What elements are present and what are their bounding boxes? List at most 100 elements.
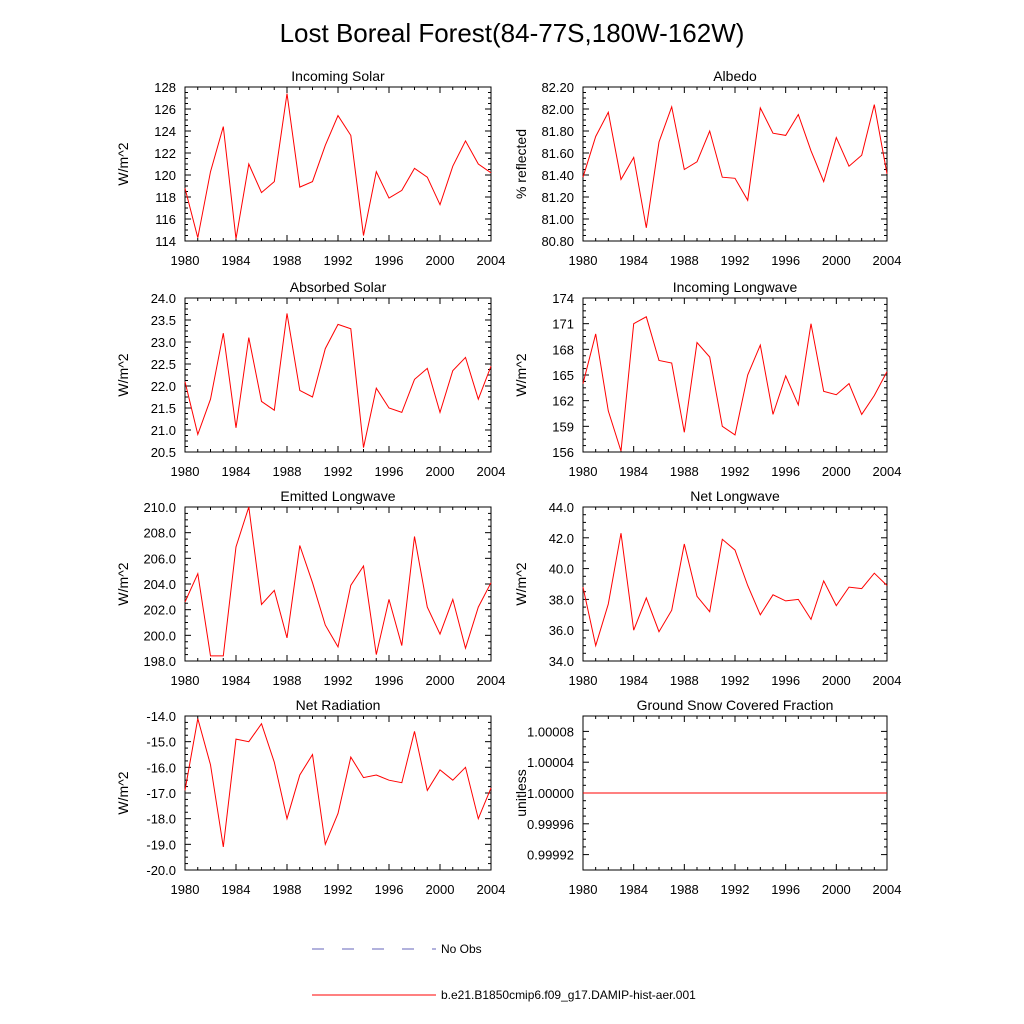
y-tick-label: -18.0 — [146, 812, 176, 827]
y-tick-label: 200.0 — [143, 628, 176, 643]
y-tick-label: 23.0 — [151, 335, 176, 350]
x-tick-label: 1980 — [171, 882, 200, 897]
y-axis-label: unitless — [513, 769, 529, 816]
y-tick-label: 82.20 — [541, 80, 574, 95]
y-tick-label: 204.0 — [143, 577, 176, 592]
y-axis-label: W/m^2 — [513, 353, 529, 396]
x-tick-label: 1980 — [569, 673, 598, 688]
x-tick-label: 1992 — [324, 673, 353, 688]
y-tick-label: 128 — [154, 80, 176, 95]
y-tick-label: 21.0 — [151, 423, 176, 438]
y-tick-label: 168 — [552, 342, 574, 357]
y-tick-label: 208.0 — [143, 526, 176, 541]
x-tick-label: 1988 — [670, 464, 699, 479]
x-tick-label: 2000 — [426, 253, 455, 268]
x-tick-label: 1996 — [771, 882, 800, 897]
y-tick-label: 0.99996 — [527, 817, 574, 832]
panel-title: Ground Snow Covered Fraction — [637, 697, 834, 713]
y-tick-label: 81.20 — [541, 190, 574, 205]
x-tick-label: 1992 — [721, 882, 750, 897]
y-tick-label: 0.99992 — [527, 848, 574, 863]
panel-1: Incoming Solar W/m^2 1980 1984 1988 1992 1996 2… — [115, 68, 505, 268]
y-axis-label: W/m^2 — [115, 562, 131, 605]
series-line — [184, 718, 492, 847]
y-axis-label: % reflected — [513, 129, 529, 199]
legend: No Obs b.e21.B1850cmip6.f09_g17.DAMIP-hi… — [312, 942, 696, 1002]
plot-frame — [184, 297, 492, 453]
x-tick-label: 1988 — [273, 464, 302, 479]
y-tick-label: -20.0 — [146, 863, 176, 878]
x-tick-label: 2000 — [822, 464, 851, 479]
y-tick-label: 210.0 — [143, 500, 176, 515]
panel-title: Incoming Solar — [291, 68, 385, 84]
panel-title: Net Longwave — [690, 488, 780, 504]
y-axis-label: W/m^2 — [115, 142, 131, 185]
y-tick-label: 23.5 — [151, 313, 176, 328]
x-tick-label: 1992 — [324, 464, 353, 479]
x-tick-label: 2000 — [822, 253, 851, 268]
y-tick-label: 126 — [154, 102, 176, 117]
x-tick-label: 1988 — [273, 882, 302, 897]
y-tick-label: 81.40 — [541, 168, 574, 183]
series-line — [582, 316, 888, 452]
panel-title: Emitted Longwave — [280, 488, 395, 504]
y-tick-label: 124 — [154, 124, 176, 139]
series-line — [184, 506, 492, 657]
y-tick-label: 22.0 — [151, 379, 176, 394]
plot-frame — [582, 86, 888, 242]
y-tick-label: -19.0 — [146, 837, 176, 852]
panel-6: Net Longwave W/m^2 1980 1984 1988 1992 1996 200… — [513, 488, 901, 688]
x-tick-label: 1992 — [324, 253, 353, 268]
y-tick-label: 40.0 — [549, 562, 574, 577]
x-tick-label: 2004 — [873, 673, 902, 688]
panel-8: Ground Snow Covered Fraction unitless 1980… — [513, 697, 901, 897]
x-tick-label: 1980 — [569, 253, 598, 268]
x-tick-label: 1988 — [273, 253, 302, 268]
x-tick-label: 1996 — [375, 253, 404, 268]
y-tick-label: 156 — [552, 445, 574, 460]
y-tick-label: 34.0 — [549, 654, 574, 669]
series-line — [184, 93, 492, 239]
panel-7: Net Radiation W/m^2 1980 1984 1988 1992 1996 20… — [115, 697, 505, 897]
x-tick-label: 1992 — [721, 464, 750, 479]
panel-title: Albedo — [713, 68, 757, 84]
x-tick-label: 2000 — [822, 882, 851, 897]
x-tick-label: 1996 — [771, 464, 800, 479]
y-tick-label: 159 — [552, 419, 574, 434]
x-tick-label: 2000 — [426, 882, 455, 897]
x-tick-label: 1996 — [771, 253, 800, 268]
x-tick-label: 1996 — [375, 673, 404, 688]
x-tick-label: 1992 — [721, 673, 750, 688]
x-tick-label: 2004 — [477, 882, 506, 897]
y-tick-label: 80.80 — [541, 234, 574, 249]
y-tick-label: 174 — [552, 291, 574, 306]
x-tick-label: 2000 — [426, 673, 455, 688]
x-tick-label: 2004 — [477, 253, 506, 268]
x-tick-label: 2004 — [477, 673, 506, 688]
y-tick-label: 202.0 — [143, 603, 176, 618]
y-tick-label: 44.0 — [549, 500, 574, 515]
panel-5: Emitted Longwave W/m^2 1980 1984 1988 1992 199… — [115, 488, 505, 688]
panel-3: Absorbed Solar W/m^2 1980 1984 1988 1992 1996 2… — [115, 279, 505, 479]
x-tick-label: 1980 — [569, 882, 598, 897]
y-tick-label: 165 — [552, 368, 574, 383]
y-tick-label: 82.00 — [541, 102, 574, 117]
x-tick-label: 1996 — [375, 882, 404, 897]
y-tick-label: 116 — [155, 212, 176, 227]
y-tick-label: 114 — [155, 234, 176, 249]
y-tick-label: 1.00000 — [527, 786, 574, 801]
series-line — [582, 533, 888, 648]
x-tick-label: 1980 — [171, 464, 200, 479]
series-line — [184, 313, 492, 448]
x-tick-label: 1984 — [619, 882, 648, 897]
y-tick-label: 20.5 — [151, 445, 176, 460]
y-axis-label: W/m^2 — [115, 771, 131, 814]
y-tick-label: 21.5 — [151, 401, 176, 416]
x-tick-label: 1996 — [771, 673, 800, 688]
y-tick-label: 1.00004 — [527, 755, 574, 770]
x-tick-label: 1988 — [273, 673, 302, 688]
y-tick-label: 36.0 — [549, 623, 574, 638]
x-tick-label: 2004 — [873, 464, 902, 479]
x-tick-label: 1992 — [324, 882, 353, 897]
